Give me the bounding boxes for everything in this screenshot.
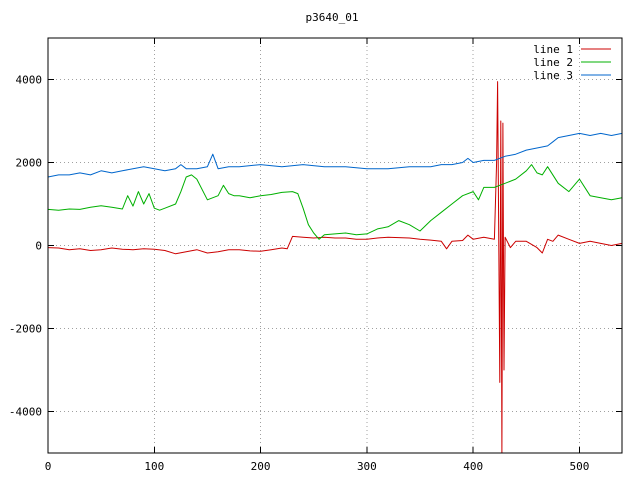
y-tick-label: 4000 — [16, 74, 43, 87]
series-layer — [47, 81, 623, 454]
y-tick-label: 2000 — [16, 157, 43, 170]
y-tick-label: -2000 — [9, 323, 42, 336]
y-tick-label: -4000 — [9, 406, 42, 419]
series-line-1 — [47, 81, 623, 454]
x-tick-label: 100 — [144, 460, 164, 473]
series-line-2 — [47, 164, 623, 240]
x-tick-label: 200 — [251, 460, 271, 473]
x-tick-label: 400 — [463, 460, 483, 473]
x-tick-label: 0 — [45, 460, 52, 473]
x-tick-label: 300 — [357, 460, 377, 473]
x-tick-label: 500 — [570, 460, 590, 473]
y-tick-label: 0 — [35, 240, 42, 253]
grid-layer — [48, 38, 622, 453]
legend-label-1: line 1 — [533, 43, 573, 56]
chart-title: p3640_01 — [306, 11, 359, 24]
series-line-3 — [47, 132, 623, 178]
legend-label-3: line 3 — [533, 69, 573, 82]
axes-layer: 0 100 200 300 400 500 -4000 -2000 0 2000 4000 — [9, 37, 623, 473]
plot-border — [47, 37, 623, 454]
legend-label-2: line 2 — [533, 56, 573, 69]
